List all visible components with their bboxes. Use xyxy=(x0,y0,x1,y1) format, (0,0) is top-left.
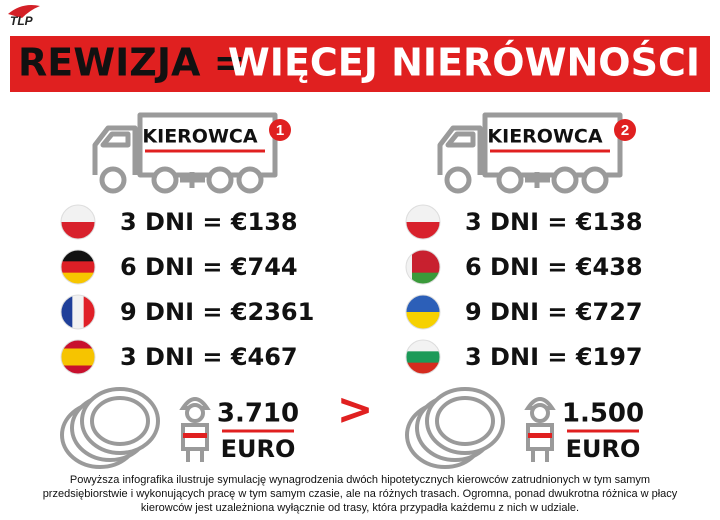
truck-icon xyxy=(92,112,278,194)
flag xyxy=(406,340,440,374)
worker-icon xyxy=(179,397,211,462)
truck-window xyxy=(445,131,476,148)
driver-label: KIEROWCA xyxy=(487,126,602,148)
flag-stripe xyxy=(406,351,440,364)
truck-wheel xyxy=(206,166,234,194)
driver-label: KIEROWCA xyxy=(142,126,257,148)
coin-inner xyxy=(435,396,495,446)
flag xyxy=(406,205,440,239)
flag-border xyxy=(405,339,441,375)
truck-wheel xyxy=(151,166,179,194)
flag-stripe xyxy=(61,357,95,366)
flag-border xyxy=(405,204,441,240)
salary-row: 6 DNI = €744 xyxy=(120,253,298,281)
flag-stripe xyxy=(406,362,440,374)
flag-stripe xyxy=(406,205,440,223)
flag-stripe xyxy=(83,295,95,329)
salary-row: 6 DNI = €438 xyxy=(465,253,643,281)
number-badge xyxy=(269,119,291,141)
worker-icon xyxy=(524,397,556,462)
worker-legs xyxy=(186,449,204,462)
flag-border xyxy=(60,339,96,375)
driver-panel: KIEROWCA 2 3 DNI = €138 6 DNI = €438 9 DNI =… xyxy=(405,112,644,469)
worker-legs xyxy=(531,449,549,462)
flag xyxy=(61,295,95,329)
logo: TLP xyxy=(10,14,34,28)
flag-stripe xyxy=(61,205,95,223)
title-band xyxy=(10,36,710,92)
driver-panel: KIEROWCA 1 3 DNI = €138 6 DNI = €744 9 DNI =… xyxy=(60,112,314,469)
truck-wheel xyxy=(444,166,472,194)
truck-wheel xyxy=(581,166,609,194)
truck-wheel xyxy=(496,166,524,194)
salary-row: 3 DNI = €197 xyxy=(465,343,643,371)
flag xyxy=(61,250,95,284)
label-bg xyxy=(490,121,602,151)
flag-stripe xyxy=(406,250,440,262)
comparison: > xyxy=(337,384,374,435)
flag xyxy=(61,340,95,374)
total: 3.710 xyxy=(217,399,299,429)
flag-stripe xyxy=(61,261,95,274)
coin-inner xyxy=(90,396,150,446)
flag-stripe xyxy=(406,340,440,352)
flag-stripe xyxy=(61,272,95,284)
flag-stripe xyxy=(406,312,440,329)
salary-row: 9 DNI = €727 xyxy=(465,298,643,326)
flag-stripe xyxy=(72,295,85,329)
driver-number: 1 xyxy=(276,122,284,139)
flag-border xyxy=(60,204,96,240)
flag xyxy=(61,205,95,239)
flag-stripe xyxy=(406,222,440,239)
flag-ornament xyxy=(406,250,412,284)
truck-window xyxy=(100,131,131,148)
flag-stripe xyxy=(406,261,440,274)
truck-axle xyxy=(525,172,550,188)
title-left: REWIZJA = xyxy=(18,41,245,85)
truck-cab xyxy=(92,125,138,175)
total: 1.500 xyxy=(562,399,644,429)
flag-border xyxy=(405,249,441,285)
label-bg xyxy=(145,121,257,151)
flag-stripe xyxy=(61,348,95,358)
truck-axle xyxy=(180,172,205,188)
truck-wheel xyxy=(99,166,127,194)
title-right: WIĘCEJ NIERÓWNOŚCI xyxy=(228,41,700,85)
salary-row: 3 DNI = €138 xyxy=(465,208,643,236)
worker-head xyxy=(185,403,205,423)
worker-head xyxy=(530,403,550,423)
salary-row: 9 DNI = €2361 xyxy=(120,298,314,326)
flag xyxy=(406,250,440,284)
flag-stripe xyxy=(61,250,95,262)
currency: EURO xyxy=(221,435,296,463)
salary-row: 3 DNI = €467 xyxy=(120,343,298,371)
coin-icon xyxy=(405,387,505,469)
footer-line: kierowców jest uzależniona wyłącznie od … xyxy=(141,502,579,514)
truck-cab xyxy=(437,125,483,175)
flag-stripe xyxy=(61,365,95,374)
footer-line: Powyższa infografika ilustruje symulację… xyxy=(70,474,650,486)
flag-stripe xyxy=(61,295,73,329)
flag-border xyxy=(60,294,96,330)
truck-wheel xyxy=(236,166,264,194)
number-badge xyxy=(614,119,636,141)
coin-icon xyxy=(60,387,160,469)
flag-stripe xyxy=(61,340,95,349)
flag-stripe xyxy=(61,222,95,239)
truck-wheel xyxy=(551,166,579,194)
driver-number: 2 xyxy=(621,122,629,139)
salary-row: 3 DNI = €138 xyxy=(120,208,298,236)
flag-stripe xyxy=(406,295,440,313)
flag-stripe xyxy=(406,272,440,284)
logo-mark xyxy=(8,5,40,18)
currency: EURO xyxy=(566,435,641,463)
worker-stripe xyxy=(528,433,552,438)
flag-border xyxy=(60,249,96,285)
truck-icon xyxy=(437,112,623,194)
flag xyxy=(406,295,440,329)
footer-line: przedsiębiorstwie i wykonujących pracę w… xyxy=(43,488,678,500)
flag-border xyxy=(405,294,441,330)
worker-stripe xyxy=(183,433,207,438)
